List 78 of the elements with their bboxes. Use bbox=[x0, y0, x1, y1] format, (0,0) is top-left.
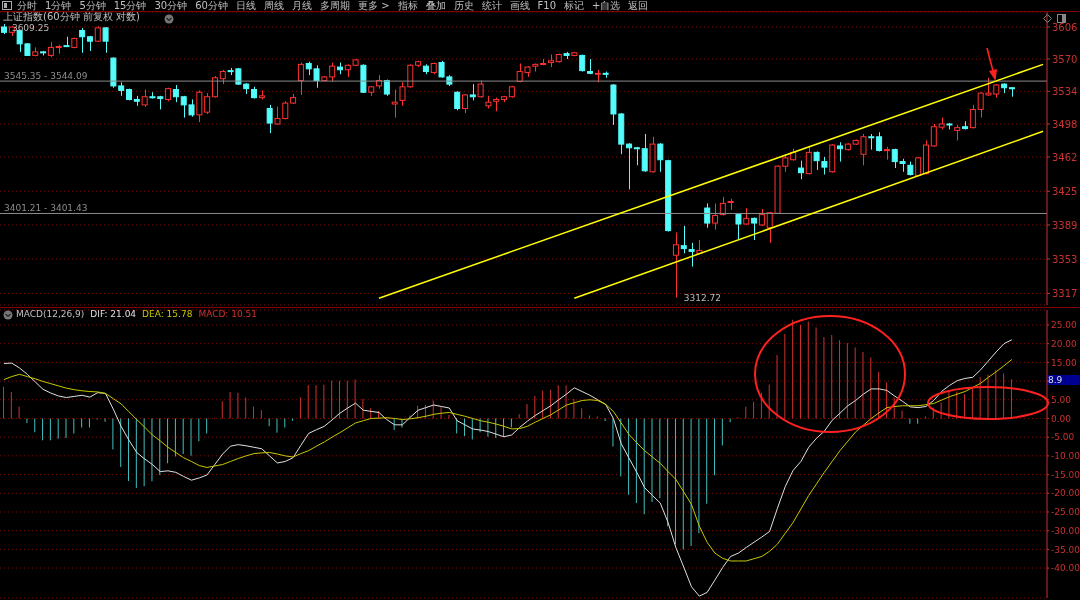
candlestick bbox=[813, 150, 820, 171]
y-tick-label: 15.00 bbox=[1051, 357, 1078, 368]
y-tick-label: -5.00 bbox=[1051, 432, 1075, 443]
text: DIF: 21.04 bbox=[90, 309, 137, 320]
candlestick bbox=[797, 160, 804, 180]
y-tick-label: -10.00 bbox=[1051, 451, 1080, 462]
candlestick bbox=[688, 242, 695, 268]
text: 叠加 bbox=[425, 0, 446, 11]
text: 日线 bbox=[235, 0, 256, 11]
text: 月线 bbox=[291, 0, 312, 11]
candlestick bbox=[454, 90, 461, 111]
y-tick-label: 5.00 bbox=[1051, 394, 1072, 405]
candlestick bbox=[719, 196, 726, 217]
text: 30分钟 bbox=[154, 0, 188, 11]
candlestick bbox=[196, 89, 203, 123]
ref-line-label: 3401.21 - 3401.43 bbox=[4, 203, 88, 214]
text: 统计 bbox=[481, 0, 502, 11]
y-tick-label: 20.00 bbox=[1051, 338, 1078, 349]
text: 画线 bbox=[509, 0, 530, 11]
candlestick bbox=[672, 231, 679, 299]
annotation: 3312.72 bbox=[683, 292, 722, 303]
text: F10 bbox=[537, 0, 556, 11]
candlestick bbox=[680, 225, 687, 254]
candlestick bbox=[641, 133, 648, 173]
candlestick bbox=[79, 27, 86, 54]
candlestick bbox=[735, 213, 742, 241]
y-tick-label: 3498 bbox=[1052, 118, 1078, 130]
candlestick bbox=[461, 93, 468, 114]
text: 1分钟 bbox=[45, 0, 72, 11]
y-tick-label: 3606 bbox=[1052, 21, 1078, 33]
candlestick bbox=[626, 142, 633, 190]
text: 更多 > bbox=[357, 0, 390, 11]
text: 15分钟 bbox=[113, 0, 147, 11]
text: 周线 bbox=[263, 0, 284, 11]
candlestick bbox=[751, 216, 758, 241]
text: DEA: 15.78 bbox=[142, 309, 193, 320]
chart-title: 上证指数(60分钟 前复权 对数) bbox=[3, 11, 140, 22]
y-tick-label: -40.00 bbox=[1051, 563, 1080, 574]
y-tick-label: 3534 bbox=[1052, 85, 1078, 97]
text: 多周期 bbox=[319, 0, 350, 11]
y-tick-label: 25.00 bbox=[1051, 320, 1078, 331]
candlestick bbox=[837, 141, 844, 163]
candlestick bbox=[969, 104, 976, 130]
line-series bbox=[3, 358, 1013, 562]
candlestick bbox=[712, 202, 719, 231]
y-tick-label: 3462 bbox=[1052, 151, 1078, 163]
text: 指标 bbox=[397, 0, 418, 11]
candlestick bbox=[391, 89, 398, 119]
y-tick-label: 3353 bbox=[1052, 253, 1078, 265]
text: 返回 bbox=[628, 0, 649, 11]
candlestick bbox=[266, 104, 273, 134]
chart-title: MACD(12,26,9) bbox=[16, 309, 85, 320]
candlestick bbox=[297, 62, 304, 96]
text: +自选 bbox=[592, 0, 621, 11]
y-tick-label: 0.00 bbox=[1051, 413, 1072, 424]
candlestick bbox=[805, 146, 812, 176]
text: 60分钟 bbox=[195, 0, 228, 11]
text: 分时 bbox=[17, 0, 37, 11]
y-tick-label: 3389 bbox=[1052, 219, 1078, 231]
y-tick-label: 3317 bbox=[1052, 287, 1078, 299]
candlestick bbox=[657, 142, 664, 173]
y-tick-label: 3570 bbox=[1052, 53, 1078, 65]
candlestick bbox=[204, 92, 211, 115]
candlestick bbox=[102, 26, 109, 54]
ref-line-label: 3545.35 - 3544.09 bbox=[4, 71, 88, 82]
y-tick-label: -20.00 bbox=[1051, 488, 1080, 499]
text: MACD: 10.51 bbox=[198, 309, 258, 320]
y-tick-label: -30.00 bbox=[1051, 525, 1080, 536]
text: 5分钟 bbox=[79, 0, 106, 11]
y-tick-label: -35.00 bbox=[1051, 544, 1080, 555]
y-tick-label: 3425 bbox=[1052, 185, 1078, 197]
candlestick bbox=[704, 202, 711, 229]
line-series bbox=[3, 339, 1013, 597]
text: 历史 bbox=[453, 0, 474, 11]
text: 8.9 bbox=[1048, 375, 1080, 385]
y-tick-label: -15.00 bbox=[1051, 469, 1080, 480]
y-tick-label: -25.00 bbox=[1051, 507, 1080, 518]
text: 标记 bbox=[564, 0, 584, 11]
